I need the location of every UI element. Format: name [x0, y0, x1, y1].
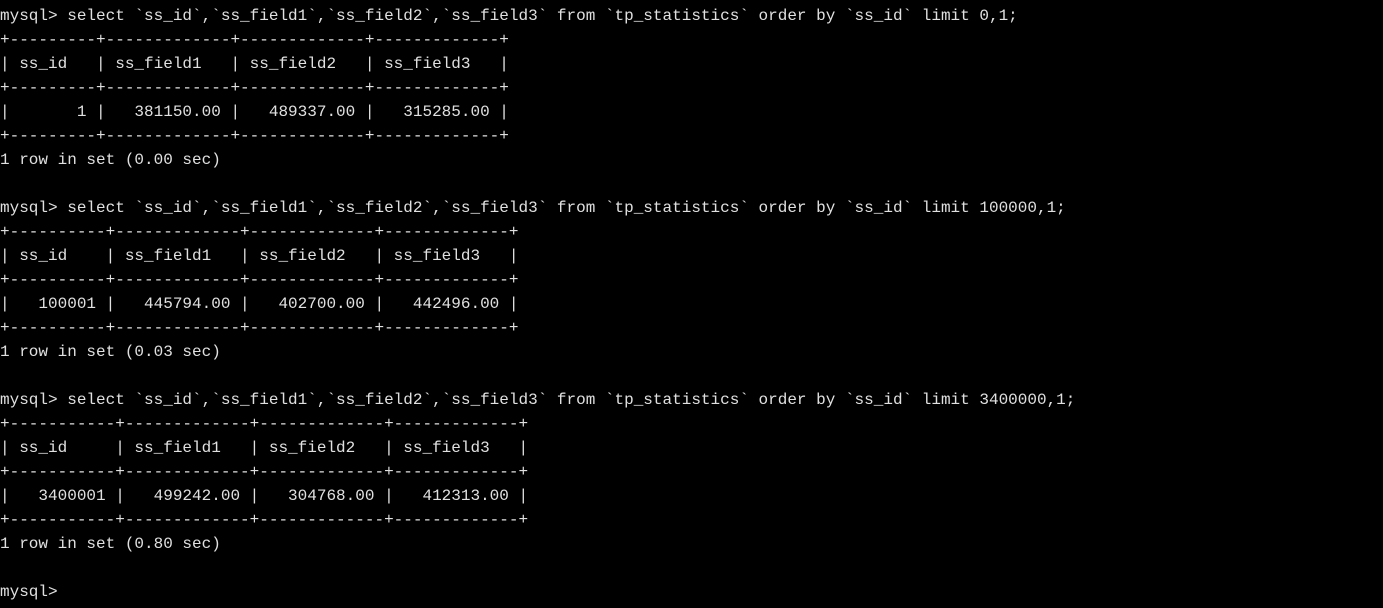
mysql-terminal[interactable]: mysql> select `ss_id`,`ss_field1`,`ss_fi… — [0, 0, 1383, 604]
